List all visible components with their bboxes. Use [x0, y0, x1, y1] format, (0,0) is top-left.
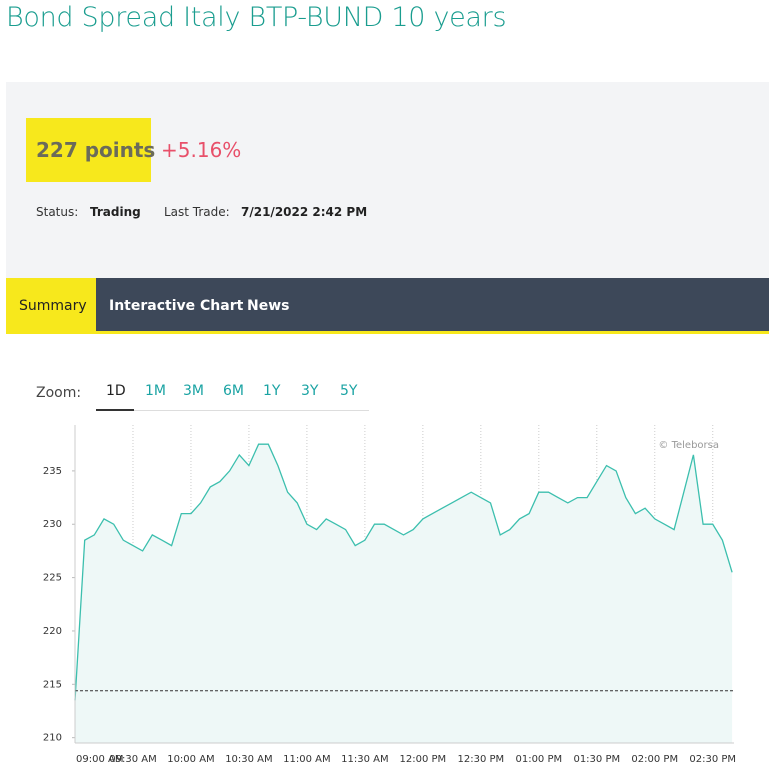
- zoom-option[interactable]: 1Y: [263, 383, 281, 399]
- x-tick-label: 10:30 AM: [225, 754, 272, 765]
- zoom-label: Zoom:: [36, 385, 82, 401]
- zoom-option[interactable]: 5Y: [340, 383, 358, 399]
- x-tick-label: 01:00 PM: [515, 754, 562, 765]
- x-tick-label: 12:00 PM: [400, 754, 447, 765]
- active-tab-bg: [6, 278, 96, 334]
- zoom-option[interactable]: 3M: [183, 383, 204, 399]
- y-tick-label: 210: [43, 733, 62, 744]
- x-tick-label: 12:30 PM: [458, 754, 505, 765]
- y-tick-label: 230: [43, 519, 62, 530]
- x-tick-label: 10:00 AM: [167, 754, 214, 765]
- tab-bar: [6, 278, 769, 334]
- tab[interactable]: News: [247, 298, 290, 314]
- x-tick-label: 01:30 PM: [573, 754, 620, 765]
- zoom-option[interactable]: 1M: [145, 383, 166, 399]
- credit: © Teleborsa: [658, 440, 719, 451]
- y-tick-label: 220: [43, 626, 62, 637]
- zoom-selected: [96, 409, 134, 411]
- y-tick-label: 225: [43, 573, 62, 584]
- line: [74, 443, 733, 701]
- price: 227 points: [36, 138, 156, 162]
- change: +5.16%: [161, 138, 242, 162]
- y-tick-label: 215: [43, 679, 62, 690]
- area: [75, 444, 733, 743]
- zoom-option[interactable]: 3Y: [301, 383, 319, 399]
- page-title: Bond Spread Italy BTP-BUND 10 years: [6, 2, 507, 33]
- zoom-underline: [96, 410, 369, 411]
- x-tick-label: 11:30 AM: [341, 754, 388, 765]
- status: Trading: [90, 205, 141, 219]
- tab[interactable]: Interactive Chart: [109, 298, 244, 314]
- x-tick-label: 09:00 AM: [76, 754, 123, 765]
- status-label: Status:: [36, 205, 79, 219]
- tab[interactable]: Summary: [19, 298, 87, 314]
- x-tick-label: 11:00 AM: [283, 754, 330, 765]
- x-tick-label: 02:00 PM: [631, 754, 678, 765]
- last-trade-label: Last Trade:: [164, 205, 230, 219]
- zoom-option[interactable]: 1D: [106, 383, 126, 399]
- y-tick-label: 235: [43, 466, 62, 477]
- last-trade: 7/21/2022 2:42 PM: [241, 205, 368, 219]
- price-highlight: [26, 118, 151, 182]
- x-tick-label: 09:30 AM: [109, 754, 156, 765]
- x-tick-label: 02:30 PM: [689, 754, 736, 765]
- zoom-option[interactable]: 6M: [223, 383, 244, 399]
